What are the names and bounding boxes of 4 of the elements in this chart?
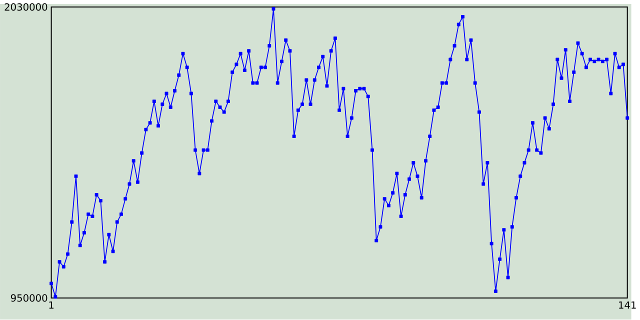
y-tick-label: 2030000 — [4, 3, 48, 11]
x-tick-label: 1 — [49, 302, 54, 309]
y-tick-label: 950000 — [10, 294, 48, 302]
x-tick-label: 141 — [619, 302, 636, 309]
